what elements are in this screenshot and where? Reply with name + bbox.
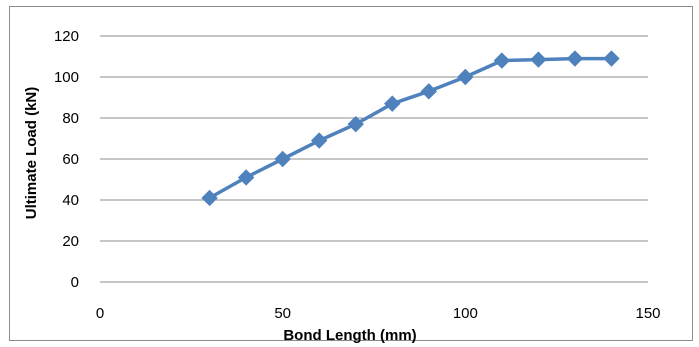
x-tick-label: 0	[96, 305, 104, 322]
data-point	[420, 83, 438, 100]
data-point	[457, 68, 474, 86]
y-tick-label: 40	[62, 192, 79, 209]
data-series	[201, 50, 620, 207]
series-line	[208, 56, 612, 200]
x-axis-title: Bond Length (mm)	[283, 327, 416, 344]
data-point	[493, 52, 511, 69]
y-axis-title: Ultimate Load (kN)	[23, 87, 40, 220]
data-point	[384, 95, 401, 112]
data-point	[201, 189, 218, 207]
data-point	[237, 169, 255, 186]
y-tick-label: 60	[62, 151, 79, 168]
data-point	[530, 51, 547, 68]
y-tick-label: 120	[54, 28, 79, 45]
tick-labels: 0 20 40 60 80 100 120 0 50 100 150	[54, 28, 661, 322]
y-tick-label: 80	[62, 110, 79, 127]
data-point	[603, 50, 620, 67]
gridlines	[100, 35, 648, 242]
x-tick-label: 100	[453, 305, 478, 322]
y-tick-label: 20	[62, 233, 79, 250]
y-tick-label: 100	[54, 69, 79, 86]
data-point	[566, 50, 584, 67]
data-point	[347, 115, 364, 133]
x-tick-label: 50	[274, 305, 291, 322]
data-point	[310, 132, 328, 149]
x-tick-label: 150	[635, 305, 660, 322]
y-tick-label: 0	[71, 274, 79, 291]
data-point	[274, 150, 291, 168]
